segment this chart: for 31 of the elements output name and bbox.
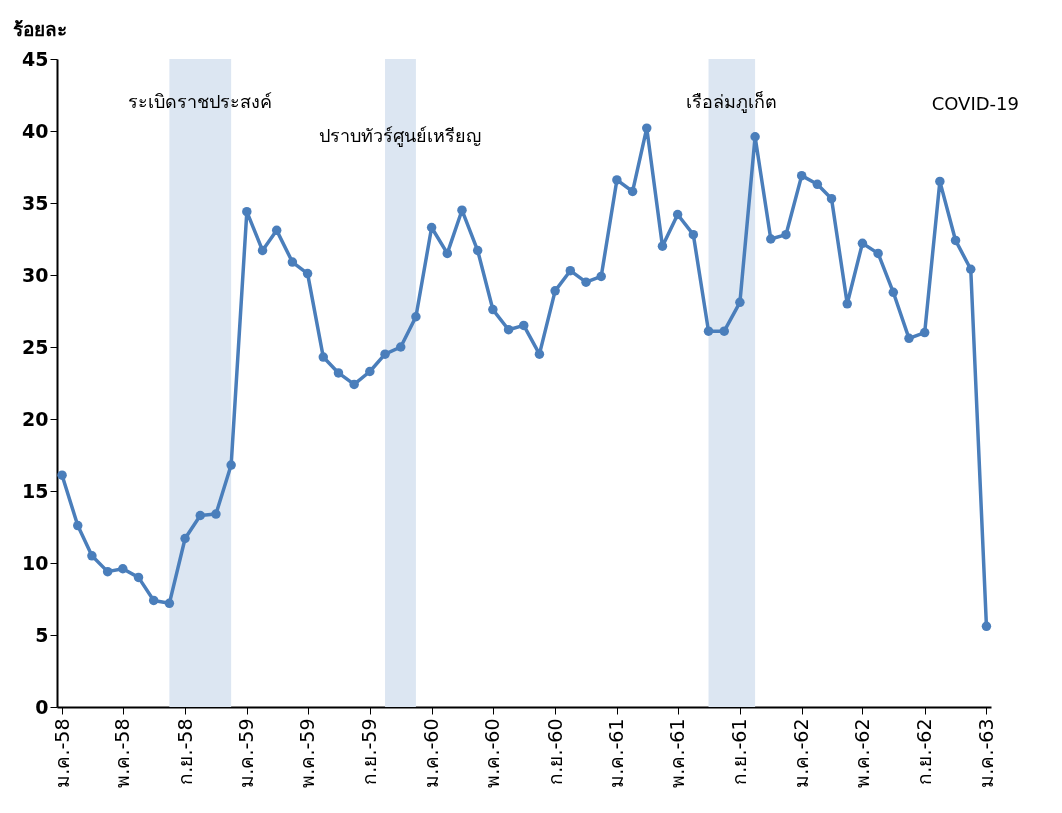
y-tick-label: 45 <box>22 47 49 70</box>
x-tick-label: ก.ย.-58 <box>173 718 196 785</box>
x-tick-label: พ.ค.-62 <box>850 718 873 788</box>
x-tick-label: ก.ย.-62 <box>913 718 936 785</box>
x-tick-label: ก.ย.-60 <box>543 718 566 785</box>
band-label: ปราบทัวร์ศูนย์เหรียญ <box>319 125 482 147</box>
y-tick-label: 15 <box>22 479 49 502</box>
annotation: COVID-19 <box>931 93 1019 114</box>
y-axis-title: ร้อยละ <box>12 17 67 40</box>
y-tick-label: 25 <box>22 335 49 358</box>
x-tick-label: ม.ค.-58 <box>50 718 73 788</box>
x-tick-label: ก.ย.-59 <box>358 718 381 785</box>
y-tick-label: 10 <box>22 551 49 574</box>
y-tick-label: 35 <box>22 191 49 214</box>
y-tick-label: 40 <box>22 119 49 142</box>
x-tick-label: พ.ค.-59 <box>296 718 319 788</box>
y-tick-label: 0 <box>35 695 49 718</box>
x-tick-label: ม.ค.-59 <box>235 718 258 788</box>
band-label: ระเบิดราชประสงค์ <box>128 91 273 112</box>
x-tick-label: ม.ค.-63 <box>974 718 997 788</box>
x-tick-label: ม.ค.-61 <box>605 718 628 788</box>
y-tick-label: 20 <box>22 407 49 430</box>
x-tick-label: พ.ค.-60 <box>481 718 504 788</box>
band-label: เรือล่มภูเก็ต <box>686 90 778 113</box>
y-tick-label: 30 <box>22 263 49 286</box>
y-tick-label: 5 <box>35 623 49 646</box>
x-tick-label: ม.ค.-62 <box>790 718 813 788</box>
x-tick-label: ม.ค.-60 <box>420 718 443 788</box>
x-tick-label: พ.ค.-61 <box>666 718 689 788</box>
x-tick-label: พ.ค.-58 <box>111 718 134 788</box>
x-tick-label: ก.ย.-61 <box>728 718 751 785</box>
